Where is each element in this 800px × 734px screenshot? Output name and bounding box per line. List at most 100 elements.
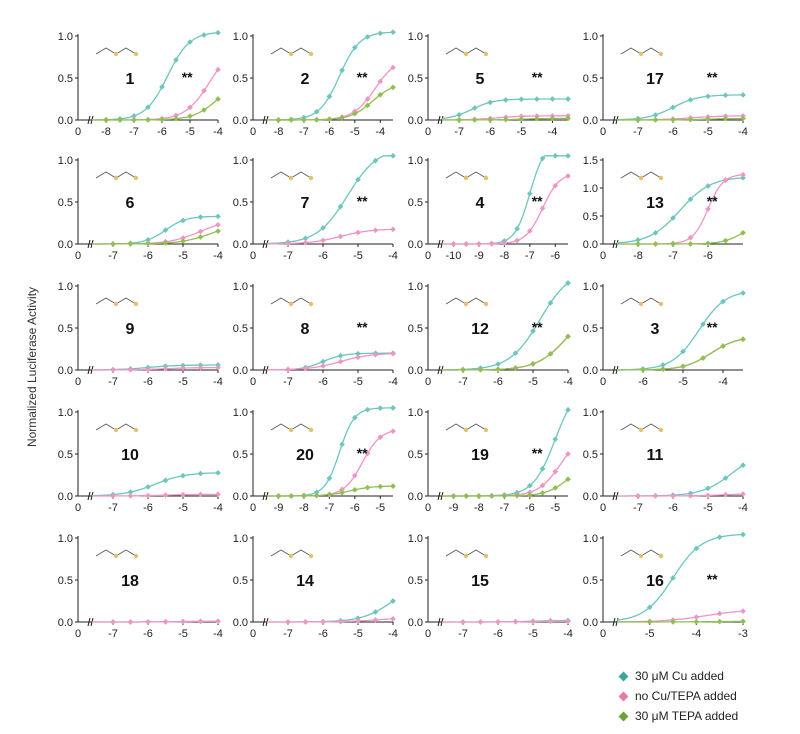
compound-number: 16: [646, 573, 664, 590]
x-tick-label: -4: [388, 250, 398, 262]
data-point: [197, 364, 204, 371]
x-tick-label: -6: [143, 502, 153, 514]
compound-number: 18: [121, 573, 139, 590]
data-point: [302, 365, 309, 372]
sulfur-atom: [463, 301, 469, 307]
data-point: [127, 493, 134, 499]
data-point: [693, 614, 700, 620]
x-tick-label: -8: [274, 126, 284, 138]
y-tick-label: 0.5: [233, 73, 248, 85]
x-tick-label: 0: [250, 250, 256, 262]
data-point: [162, 618, 169, 625]
data-point: [512, 365, 519, 371]
data-point: [110, 619, 116, 625]
data-point: [646, 604, 653, 611]
compound-number: 13: [646, 195, 664, 212]
data-point: [215, 470, 221, 476]
y-tick-label: 0.0: [408, 617, 423, 629]
data-point: [127, 619, 134, 625]
data-point: [180, 472, 186, 479]
data-point: [530, 328, 536, 334]
data-point: [740, 92, 746, 98]
x-tick-label: -7: [283, 250, 293, 262]
x-tick-label: -6: [703, 250, 713, 262]
data-point: [372, 609, 379, 615]
panel-2: 0.0 0.5 1.0 0 -8 -7 -6 -5 -4 2 **: [233, 29, 396, 138]
y-tick-label: 1.0: [233, 533, 248, 545]
compound-number: 17: [646, 71, 664, 88]
data-point: [197, 228, 204, 235]
x-tick-label: -4: [691, 628, 701, 640]
data-point: [355, 176, 361, 183]
panel-17: 0.0 0.5 1.0 0 -7 -6 -5 -4 17 **: [583, 31, 748, 138]
data-point: [275, 117, 282, 123]
data-point: [320, 358, 326, 365]
panel-3: 0.0 0.5 1.0 0 -6 -5 -4 3 **: [583, 281, 746, 388]
x-tick-label: -8: [299, 502, 309, 514]
data-point: [145, 484, 151, 490]
x-tick-label: 0: [75, 250, 81, 262]
sulfur-atom: [308, 51, 314, 57]
data-point: [488, 493, 495, 499]
x-tick-label: -6: [638, 376, 648, 388]
data-point: [518, 96, 525, 103]
series-line: [442, 175, 569, 245]
y-tick-label: 1.0: [58, 281, 73, 293]
data-point: [652, 112, 659, 118]
data-point: [740, 171, 746, 178]
data-point: [127, 366, 134, 373]
y-tick-label: 0.5: [583, 449, 598, 461]
data-point: [364, 484, 371, 491]
x-tick-label: -7: [108, 250, 118, 262]
y-tick-label: 1.0: [233, 281, 248, 293]
x-tick-label: 0: [600, 376, 606, 388]
panel-13: 0.0 0.5 1.0 1.5 0 -8 -7 -6 13 **: [583, 155, 746, 262]
data-point: [652, 241, 659, 247]
data-point: [722, 115, 729, 122]
data-point: [687, 492, 694, 499]
data-point: [722, 237, 729, 244]
y-tick-label: 1.0: [583, 281, 598, 293]
x-tick-label: -7: [525, 250, 535, 262]
axis-break: [262, 365, 266, 375]
x-tick-label: -6: [157, 126, 167, 138]
x-tick-label: -6: [143, 376, 153, 388]
x-tick-label: 0: [250, 502, 256, 514]
significance-annotation: **: [532, 69, 543, 85]
data-point: [301, 117, 307, 123]
data-point: [390, 483, 396, 489]
data-point: [670, 241, 676, 247]
x-tick-label: -6: [143, 628, 153, 640]
x-tick-label: -5: [178, 502, 188, 514]
sulfur-atom: [288, 553, 294, 559]
panel-15: 0.0 0.5 1.0 0 -7 -6 -5 -4 15: [408, 533, 573, 640]
data-point: [180, 235, 186, 241]
y-tick-label: 0.5: [58, 575, 73, 587]
data-point: [162, 365, 169, 372]
data-point: [518, 116, 525, 122]
significance-annotation: **: [532, 193, 543, 209]
series-line: [442, 282, 569, 371]
sulfur-atom: [113, 427, 119, 433]
data-point: [377, 78, 384, 85]
data-point: [740, 175, 746, 181]
data-point: [320, 619, 326, 625]
x-tick-label: -5: [516, 126, 526, 138]
sulfur-atom: [113, 553, 119, 559]
data-point: [159, 116, 165, 123]
axis-break: [87, 239, 91, 249]
data-point: [693, 618, 700, 625]
axis-break: [262, 115, 266, 125]
data-point: [351, 486, 358, 493]
y-tick-label: 1.0: [58, 533, 73, 545]
data-point: [534, 115, 540, 122]
data-point: [355, 229, 361, 236]
data-point: [201, 107, 207, 113]
compound-number: 1: [126, 71, 135, 88]
y-tick-label: 0.5: [233, 575, 248, 587]
y-tick-label: 0.0: [58, 491, 73, 503]
sulfur-atom: [308, 427, 314, 433]
data-point: [740, 618, 746, 625]
series-line: [617, 620, 743, 623]
